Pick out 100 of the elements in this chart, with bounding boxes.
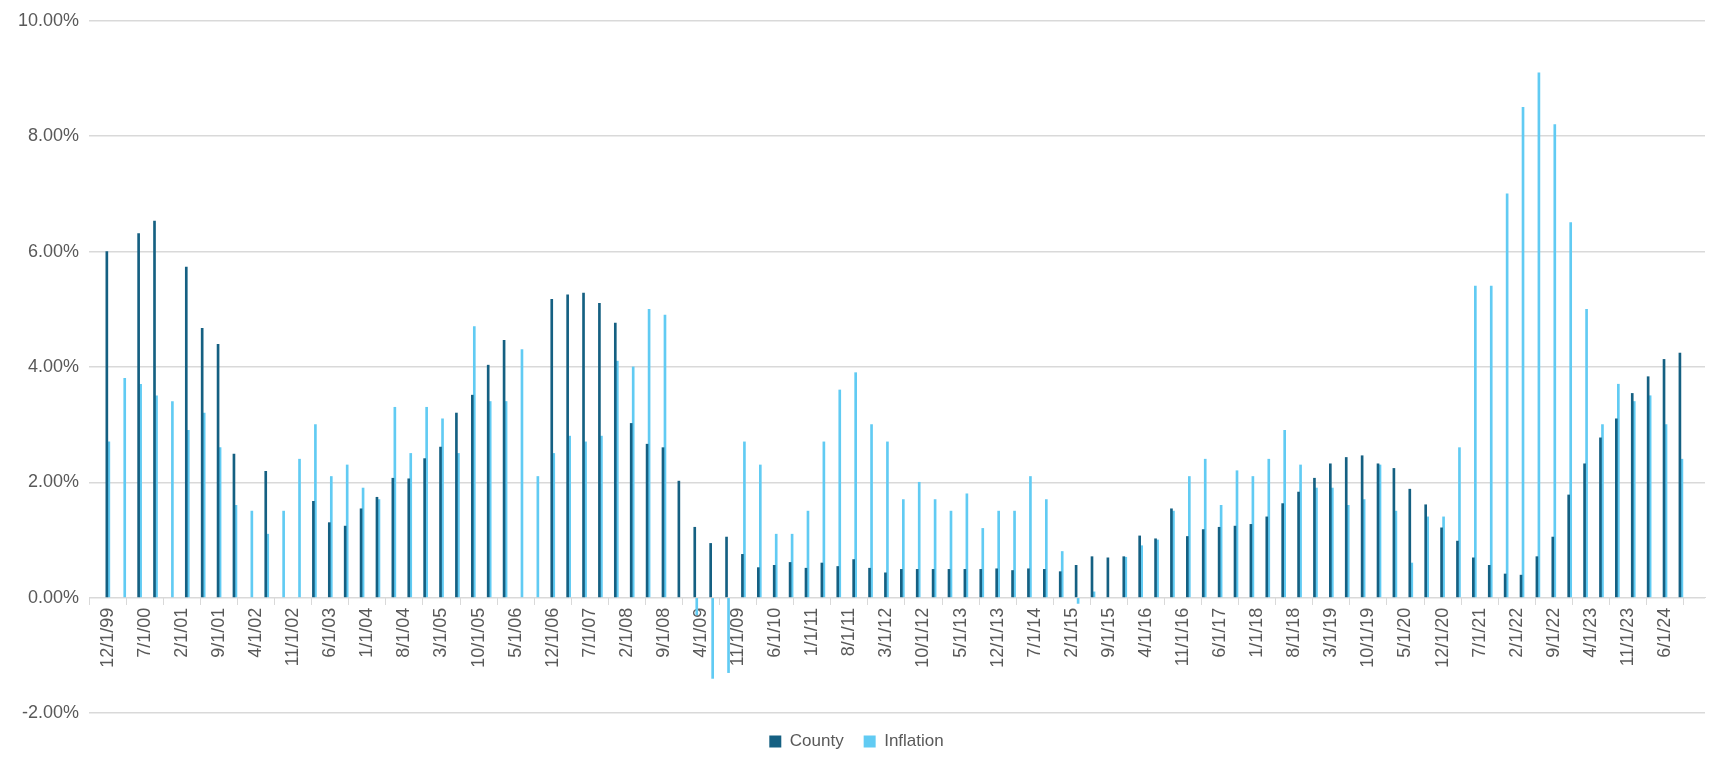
bar — [486, 364, 490, 598]
y-tick-label: 8.00% — [28, 125, 80, 146]
x-tick-label: 9/1/15 — [1097, 607, 1118, 658]
bar — [1553, 124, 1557, 598]
bar — [852, 559, 855, 598]
x-tick-label: 2/1/01 — [170, 607, 191, 658]
bar — [1458, 447, 1461, 598]
y-tick-label: -2.00% — [22, 701, 80, 722]
y-tick-label: 0.00% — [28, 586, 80, 607]
bar — [184, 266, 188, 598]
bar — [470, 394, 474, 598]
bar — [1267, 458, 1271, 598]
bar — [1456, 540, 1459, 598]
x-tick-label: 7/1/07 — [578, 607, 599, 658]
x-tick-label: 7/1/21 — [1468, 607, 1489, 658]
bar — [774, 533, 778, 598]
bar — [1408, 488, 1412, 598]
bar — [1283, 430, 1286, 598]
x-tick-label: 6/1/03 — [319, 607, 340, 658]
bar — [312, 500, 315, 598]
bar — [693, 526, 697, 598]
bar — [1297, 491, 1300, 598]
bar — [886, 441, 889, 598]
bar — [725, 536, 728, 598]
bar — [1569, 222, 1573, 598]
bar — [917, 481, 921, 598]
x-tick-label: 1/1/18 — [1246, 607, 1267, 658]
bar — [1029, 476, 1032, 598]
bar — [1344, 457, 1348, 598]
bar — [1567, 494, 1571, 598]
bar — [727, 598, 730, 673]
y-tick-label: 6.00% — [28, 240, 80, 261]
bar — [838, 389, 842, 598]
x-tick-label: 12/1/13 — [986, 607, 1007, 668]
y-tick-label: 10.00% — [17, 9, 80, 30]
bar — [981, 528, 985, 598]
x-tick-label: 4/1/23 — [1579, 607, 1600, 658]
bar — [995, 568, 998, 598]
x-tick-label: 11/1/23 — [1616, 607, 1637, 667]
bar — [1474, 285, 1477, 598]
x-tick-label: 4/1/16 — [1134, 607, 1155, 658]
x-tick-label: 10/1/19 — [1357, 607, 1378, 668]
bar — [153, 220, 156, 598]
bar — [979, 569, 983, 598]
bar — [1615, 418, 1618, 598]
bar — [901, 499, 905, 598]
legend-label: County — [789, 731, 845, 751]
bar — [741, 554, 744, 598]
x-tick-label: 4/1/02 — [245, 607, 266, 658]
x-tick-label: 6/1/24 — [1653, 607, 1674, 658]
bar — [123, 378, 127, 598]
bar — [1138, 535, 1141, 598]
bar — [756, 567, 760, 598]
bar — [997, 510, 1000, 598]
bar — [1313, 477, 1316, 598]
bar — [423, 458, 426, 598]
bar — [1045, 499, 1048, 598]
bar — [899, 569, 903, 598]
bar — [709, 543, 712, 598]
bar — [1281, 503, 1284, 598]
x-tick-label: 1/1/04 — [356, 607, 377, 658]
y-tick-label: 4.00% — [28, 355, 80, 376]
x-tick-label: 12/1/20 — [1431, 607, 1452, 668]
bar — [1329, 463, 1332, 598]
x-tick-label: 10/1/12 — [912, 607, 933, 668]
x-tick-label: 9/1/08 — [652, 607, 673, 658]
x-tick-label: 3/1/12 — [875, 607, 896, 658]
x-tick-label: 8/1/11 — [838, 607, 859, 657]
x-tick-label: 6/1/10 — [764, 607, 785, 658]
x-tick-label: 2/1/15 — [1060, 607, 1081, 658]
bar — [1599, 437, 1602, 598]
bar — [629, 423, 633, 598]
bar — [582, 292, 585, 598]
bar — [282, 510, 285, 598]
bar — [1551, 536, 1555, 598]
bar — [439, 446, 442, 598]
bar — [758, 464, 762, 598]
bar — [200, 327, 204, 598]
x-tick-label: 2/1/22 — [1505, 607, 1526, 658]
x-tick-label: 9/1/01 — [208, 607, 229, 658]
x-tick-label: 5/1/06 — [504, 607, 525, 658]
bar — [1043, 569, 1046, 598]
bar — [137, 233, 140, 598]
x-tick-label: 4/1/09 — [690, 607, 711, 658]
bar — [915, 569, 919, 598]
x-tick-label: 8/1/18 — [1283, 607, 1304, 658]
bar — [1027, 568, 1030, 598]
bar — [711, 598, 714, 679]
legend-label: Inflation — [884, 731, 944, 751]
bar — [1203, 458, 1207, 598]
bar — [1188, 476, 1191, 598]
bar — [772, 565, 776, 598]
bar — [407, 478, 411, 598]
bar — [1186, 536, 1189, 598]
bar — [1583, 463, 1586, 598]
x-tick-label: 11/1/16 — [1172, 607, 1193, 667]
bar — [1265, 516, 1269, 598]
bar — [314, 424, 317, 598]
bar — [1013, 510, 1016, 598]
bar — [1424, 504, 1428, 598]
